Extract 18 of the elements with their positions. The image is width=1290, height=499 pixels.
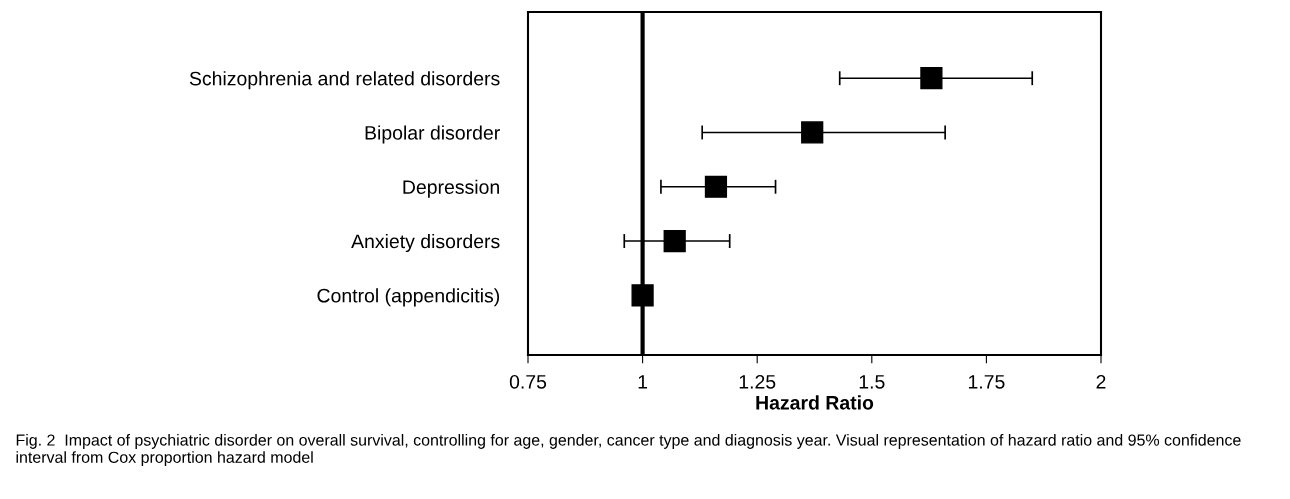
x-tick-label: 1.25 <box>739 374 776 389</box>
point <box>631 284 654 307</box>
y-tick-label: Control (appendicitis) <box>317 288 500 307</box>
y-tick-label: Schizophrenia and related disorders <box>189 71 500 90</box>
point <box>704 175 728 198</box>
point <box>920 67 943 90</box>
y-tick-label: Bipolar disorder <box>365 125 500 144</box>
x-tick-label: 1.75 <box>968 375 1005 389</box>
x-tick-label: 2 <box>1096 374 1106 389</box>
x-tick-label: 1 <box>638 375 648 389</box>
y-tick-label: Anxiety disorders <box>351 233 500 253</box>
point <box>663 229 686 253</box>
x-tick-label: 0.75 <box>509 374 547 389</box>
point <box>801 121 824 144</box>
y-tick-label: Depression <box>403 179 499 198</box>
x-axis-title: Hazard Ratio <box>756 395 874 410</box>
caption: Fig. 2 Impact of psychiatric disorder on overall survival, controlling for age, gender, cancer type and diagnosis year. Visual representation of hazard ratio and 95% confidence interval from Cox proportion hazard model <box>16 434 1241 467</box>
x-tick-label: 1.5 <box>859 375 885 389</box>
